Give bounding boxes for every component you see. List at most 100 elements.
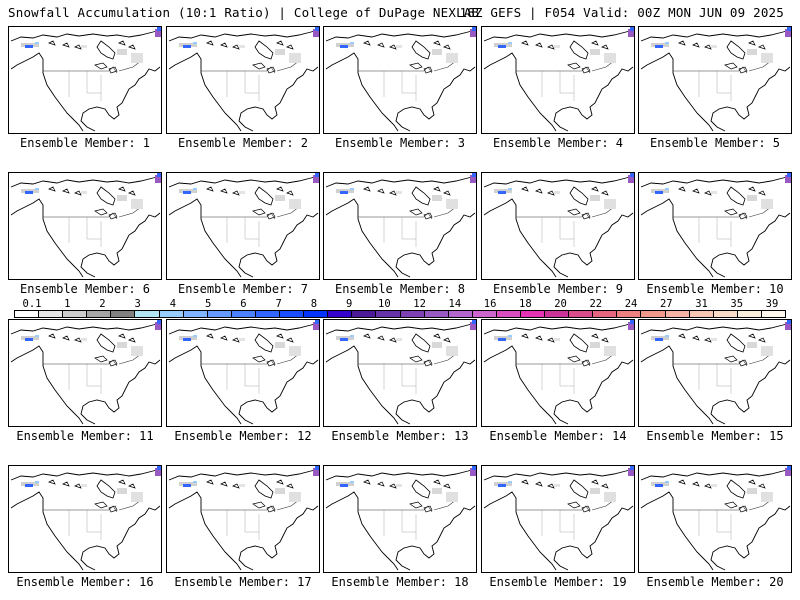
- ensemble-member-label: Ensemble Member: 10: [646, 282, 784, 296]
- ensemble-member-label: Ensemble Member: 9: [492, 282, 624, 296]
- colorbar-swatch: [231, 311, 256, 317]
- snowfall-shading: [651, 320, 791, 356]
- colorbar-swatch: [496, 311, 521, 317]
- colorbar-tick-label: 35: [730, 298, 744, 310]
- snowfall-shading: [179, 320, 319, 356]
- snowfall-shading: [179, 173, 319, 209]
- snowfall-shading: [21, 27, 161, 63]
- colorbar-swatch: [111, 311, 136, 317]
- snowfall-shading: [494, 466, 634, 502]
- north-america-map: [166, 172, 320, 280]
- snowfall-shading: [21, 466, 161, 502]
- north-america-map: [638, 465, 792, 573]
- north-america-map: [323, 465, 477, 573]
- chart-title: Snowfall Accumulation (10:1 Ratio) | Col…: [8, 5, 480, 20]
- colorbar-swatch: [280, 311, 305, 317]
- colorbar: [14, 310, 786, 318]
- ensemble-member-label: Ensemble Member: 12: [174, 429, 312, 443]
- ensemble-member-label: Ensemble Member: 18: [331, 575, 469, 589]
- colorbar-tick-label: 12: [413, 298, 426, 310]
- ensemble-member-label: Ensemble Member: 19: [489, 575, 627, 589]
- colorbar-tick-label: 7: [275, 298, 282, 310]
- colorbar-swatch: [255, 311, 281, 317]
- valid-time-label: 18Z GEFS | F054 Valid: 00Z MON JUN 09 20…: [459, 5, 784, 20]
- colorbar-swatch: [424, 311, 449, 317]
- ensemble-member-label: Ensemble Member: 2: [177, 136, 309, 150]
- snowfall-shading: [494, 173, 634, 209]
- snowfall-shading: [651, 27, 791, 63]
- colorbar-swatch: [328, 311, 353, 317]
- ensemble-member-label: Ensemble Member: 3: [334, 136, 466, 150]
- colorbar-swatch: [593, 311, 618, 317]
- colorbar-swatch: [400, 311, 425, 317]
- snowfall-shading: [336, 173, 476, 209]
- snowfall-shading: [336, 320, 476, 356]
- colorbar-tick-label: 9: [345, 298, 353, 310]
- ensemble-member-label: Ensemble Member: 4: [492, 136, 624, 150]
- north-america-map: [8, 465, 162, 573]
- ensemble-member-label: Ensemble Member: 7: [177, 282, 309, 296]
- ensemble-member-label: Ensemble Member: 1: [19, 136, 151, 150]
- north-america-map: [323, 172, 477, 280]
- north-america-map: [166, 26, 320, 134]
- colorbar-tick-label: 5: [205, 298, 212, 310]
- ensemble-member-label: Ensemble Member: 16: [16, 575, 154, 589]
- colorbar-swatch: [15, 311, 40, 317]
- ensemble-member-label: Ensemble Member: 5: [649, 136, 781, 150]
- north-america-map: [481, 319, 635, 427]
- colorbar-swatch: [63, 311, 88, 317]
- colorbar-swatch: [472, 311, 497, 317]
- colorbar-tick-label: 24: [624, 298, 638, 310]
- north-america-map: [8, 172, 162, 280]
- colorbar-swatch: [737, 311, 762, 317]
- colorbar-swatch: [520, 311, 546, 317]
- colorbar-swatch: [665, 311, 690, 317]
- snowfall-shading: [21, 320, 161, 356]
- snowfall-shading: [336, 27, 476, 63]
- snowfall-shading: [21, 173, 161, 209]
- colorbar-swatch: [448, 311, 473, 317]
- colorbar-tick-label: 22: [589, 298, 603, 310]
- snowfall-shading: [336, 466, 476, 502]
- colorbar-tick-label: 31: [695, 298, 708, 310]
- north-america-map: [8, 26, 162, 134]
- north-america-map: [481, 465, 635, 573]
- snowfall-shading: [494, 27, 634, 63]
- colorbar-swatch: [617, 311, 642, 317]
- snowfall-shading: [179, 466, 319, 502]
- colorbar-tick-labels: 0.1 1 2 3 4 5 6 7 8 9 10 12 14 16 18 20 22 24 27 31 35 39: [14, 298, 786, 310]
- snowfall-shading: [179, 27, 319, 63]
- colorbar-swatch: [207, 311, 232, 317]
- north-america-map: [166, 465, 320, 573]
- colorbar-tick-label: 39: [765, 298, 779, 310]
- ensemble-member-label: Ensemble Member: 20: [646, 575, 784, 589]
- colorbar-swatch: [761, 311, 785, 317]
- colorbar-tick-label: 27: [659, 298, 673, 310]
- snowfall-shading: [651, 466, 791, 502]
- colorbar-tick-label: 10: [378, 298, 391, 310]
- colorbar-swatch: [376, 311, 401, 317]
- north-america-map: [481, 172, 635, 280]
- north-america-map: [638, 26, 792, 134]
- north-america-map: [323, 319, 477, 427]
- colorbar-swatch: [713, 311, 738, 317]
- colorbar-tick-label: 18: [519, 298, 532, 310]
- colorbar-tick-label: 16: [483, 298, 497, 310]
- colorbar-swatch: [135, 311, 160, 317]
- colorbar-swatch: [689, 311, 714, 317]
- ensemble-member-label: Ensemble Member: 14: [489, 429, 627, 443]
- north-america-map: [638, 172, 792, 280]
- ensemble-member-label: Ensemble Member: 17: [174, 575, 312, 589]
- colorbar-tick-label: 8: [310, 298, 318, 310]
- colorbar-swatch: [352, 311, 377, 317]
- ensemble-member-label: Ensemble Member: 13: [331, 429, 469, 443]
- colorbar-swatch: [569, 311, 594, 317]
- colorbar-swatch: [183, 311, 208, 317]
- colorbar-tick-label: 2: [99, 298, 106, 310]
- colorbar-swatch: [304, 311, 329, 317]
- north-america-map: [638, 319, 792, 427]
- colorbar-swatch: [159, 311, 184, 317]
- north-america-map: [166, 319, 320, 427]
- ensemble-member-label: Ensemble Member: 8: [334, 282, 466, 296]
- ensemble-member-label: Ensemble Member: 6: [19, 282, 151, 296]
